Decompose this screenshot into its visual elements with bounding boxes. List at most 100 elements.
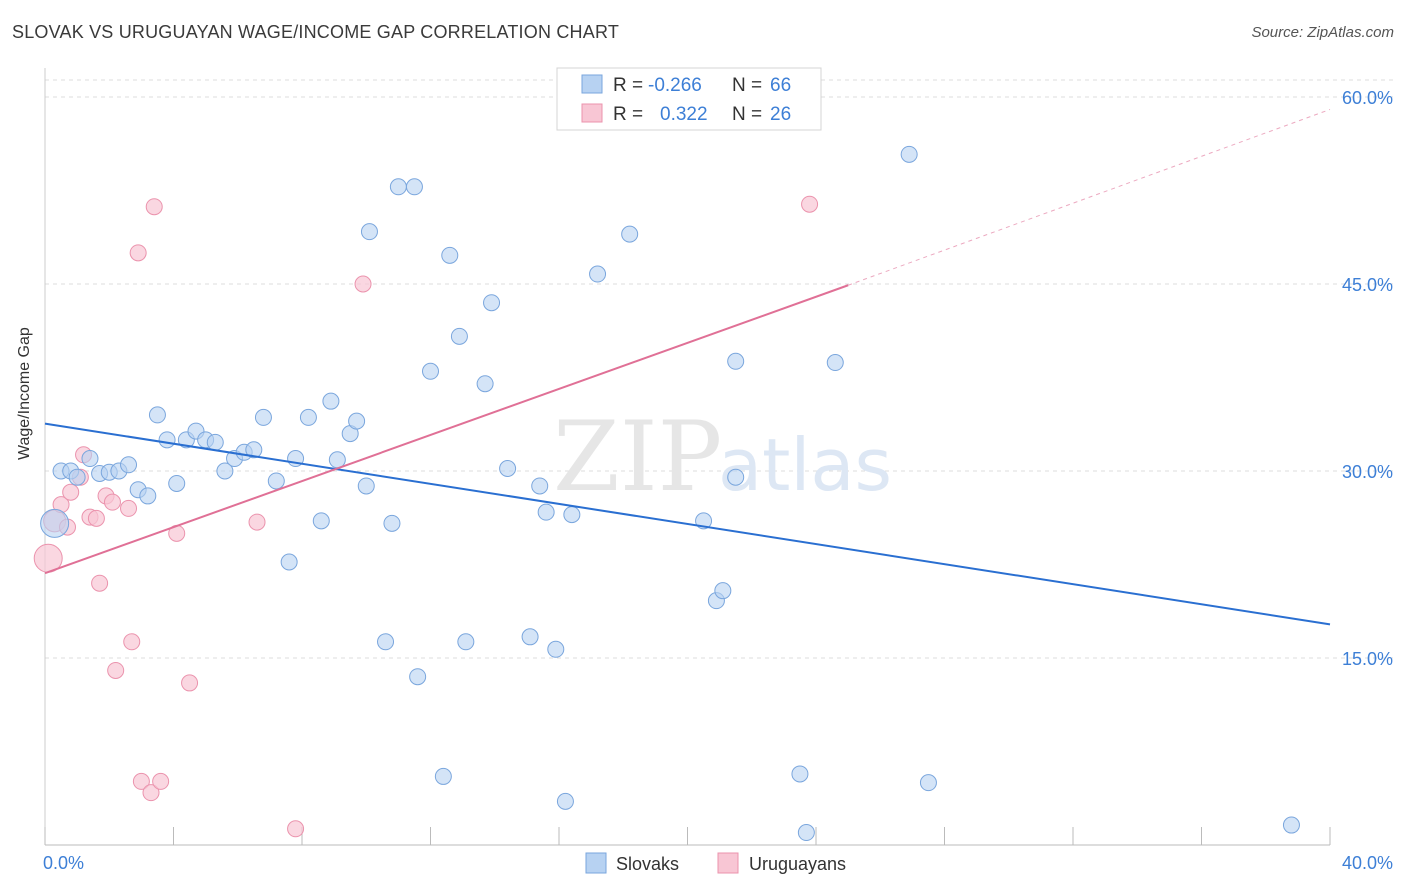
slovaks-point-23 <box>267 472 285 490</box>
slovaks-point-8 <box>120 456 138 474</box>
uruguayans-point-16 <box>132 772 150 790</box>
y-tick-label-3: 60.0% <box>1342 88 1393 108</box>
trend-lines <box>44 108 1331 626</box>
slovaks-point-48 <box>531 477 549 495</box>
slovaks-point-47 <box>521 628 539 646</box>
slovaks-point-59 <box>727 352 745 370</box>
slovaks-point-64 <box>919 774 937 792</box>
slovaks-point-50 <box>547 640 565 658</box>
slovaks-point-53 <box>589 265 607 283</box>
slovaks-point-46 <box>499 460 517 478</box>
slovaks-point-26 <box>299 408 317 426</box>
uruguayans-point-19 <box>152 772 170 790</box>
slovaks-point-35 <box>383 514 401 532</box>
source-label: Source: ZipAtlas.com <box>1251 24 1394 41</box>
slovaks-point-17 <box>206 433 224 451</box>
slovaks-point-12 <box>158 431 176 449</box>
slovaks-point-45 <box>483 294 501 312</box>
slovaks-point-49 <box>537 503 555 521</box>
slovaks-point-57 <box>714 582 732 600</box>
uruguayans-point-22 <box>248 513 266 531</box>
grid-layer <box>45 79 1395 659</box>
slovaks-point-33 <box>360 223 378 241</box>
slovaks-point-44 <box>476 375 494 393</box>
bottom-legend-label-slovaks: Slovaks <box>616 854 679 874</box>
slovaks-point-41 <box>441 246 459 264</box>
uruguayans-point-11 <box>103 493 121 511</box>
legend-r-label-uruguayans: R = <box>613 104 643 125</box>
legend-n-label-uruguayans: N = <box>732 104 762 125</box>
slovaks-point-22 <box>254 408 272 426</box>
slovaks-point-61 <box>797 824 815 842</box>
bottom-legend: Slovaks Uruguayans <box>585 852 846 874</box>
x-tick-label-0: 0.0% <box>43 853 84 873</box>
uruguayans-point-24 <box>354 275 372 293</box>
slovaks-points <box>40 145 1300 842</box>
legend-r-value-uruguayans: 0.322 <box>660 104 708 125</box>
legend-n-value-slovaks: 66 <box>770 75 791 96</box>
uruguayans-trend-line <box>44 284 849 575</box>
slovaks-point-27 <box>312 512 330 530</box>
legend-swatch-slovaks <box>581 74 603 94</box>
uruguayans-point-8 <box>87 509 105 527</box>
bottom-legend-swatch-uruguayans <box>717 852 739 874</box>
uruguayans-point-17 <box>142 784 160 802</box>
watermark: ZIP atlas <box>553 401 892 513</box>
legend-n-label-slovaks: N = <box>732 75 762 96</box>
slovaks-point-10 <box>139 487 157 505</box>
slovaks-point-4 <box>81 450 99 468</box>
slovaks-point-21 <box>245 441 263 459</box>
slovaks-trend-line <box>44 422 1331 626</box>
chart-title: SLOVAK VS URUGUAYAN WAGE/INCOME GAP CORR… <box>12 22 620 42</box>
slovaks-point-36 <box>389 178 407 196</box>
slovaks-point-32 <box>357 477 375 495</box>
y-tick-label-2: 45.0% <box>1342 275 1393 295</box>
x-tick-label-1: 40.0% <box>1342 853 1393 873</box>
slovaks-point-24 <box>280 553 298 571</box>
legend-r-label-slovaks: R = <box>613 75 643 96</box>
slovaks-point-65 <box>1282 816 1300 834</box>
slovaks-point-18 <box>216 462 234 480</box>
slovaks-point-3 <box>68 468 86 486</box>
uruguayans-point-18 <box>145 198 163 216</box>
slovaks-point-11 <box>148 406 166 424</box>
slovaks-point-60 <box>791 765 809 783</box>
legend-swatch-uruguayans <box>581 103 603 123</box>
axis-layer <box>44 68 1331 846</box>
legend-n-value-uruguayans: 26 <box>770 104 791 125</box>
slovaks-point-58 <box>727 468 745 486</box>
bottom-legend-label-uruguayans: Uruguayans <box>749 854 846 874</box>
slovaks-point-51 <box>556 792 574 810</box>
slovaks-point-42 <box>450 327 468 345</box>
y-tick-label-1: 30.0% <box>1342 462 1393 482</box>
uruguayans-point-14 <box>123 633 141 651</box>
uruguayans-point-4 <box>62 483 80 501</box>
slovaks-point-0 <box>40 508 70 538</box>
tick-labels: 15.0% 30.0% 45.0% 60.0% 0.0% 40.0% <box>43 88 1393 873</box>
bottom-legend-swatch-slovaks <box>585 852 607 874</box>
slovaks-point-63 <box>900 145 918 163</box>
uruguayans-point-9 <box>91 574 109 592</box>
uruguayans-point-13 <box>120 499 138 517</box>
uruguayans-point-23 <box>287 820 305 838</box>
slovaks-point-52 <box>563 506 581 524</box>
slovaks-point-28 <box>322 392 340 410</box>
slovaks-point-62 <box>826 354 844 372</box>
slovaks-point-31 <box>348 412 366 430</box>
slovaks-point-38 <box>409 668 427 686</box>
uruguayans-point-15 <box>129 244 147 262</box>
legend-r-value-slovaks: -0.266 <box>648 75 702 96</box>
y-tick-label-0: 15.0% <box>1342 649 1393 669</box>
uruguayans-point-25 <box>801 195 819 213</box>
slovaks-point-13 <box>168 474 186 492</box>
legend-box: R = -0.266 N = 66 R = 0.322 N = 26 <box>556 67 822 131</box>
slovaks-point-43 <box>457 633 475 651</box>
slovaks-point-40 <box>434 767 452 785</box>
uruguayans-point-12 <box>107 661 125 679</box>
watermark-atlas: atlas <box>718 423 892 507</box>
uruguayans-trend-extension <box>847 108 1331 286</box>
slovaks-point-37 <box>405 178 423 196</box>
slovaks-point-39 <box>422 362 439 380</box>
slovaks-point-34 <box>377 633 395 651</box>
